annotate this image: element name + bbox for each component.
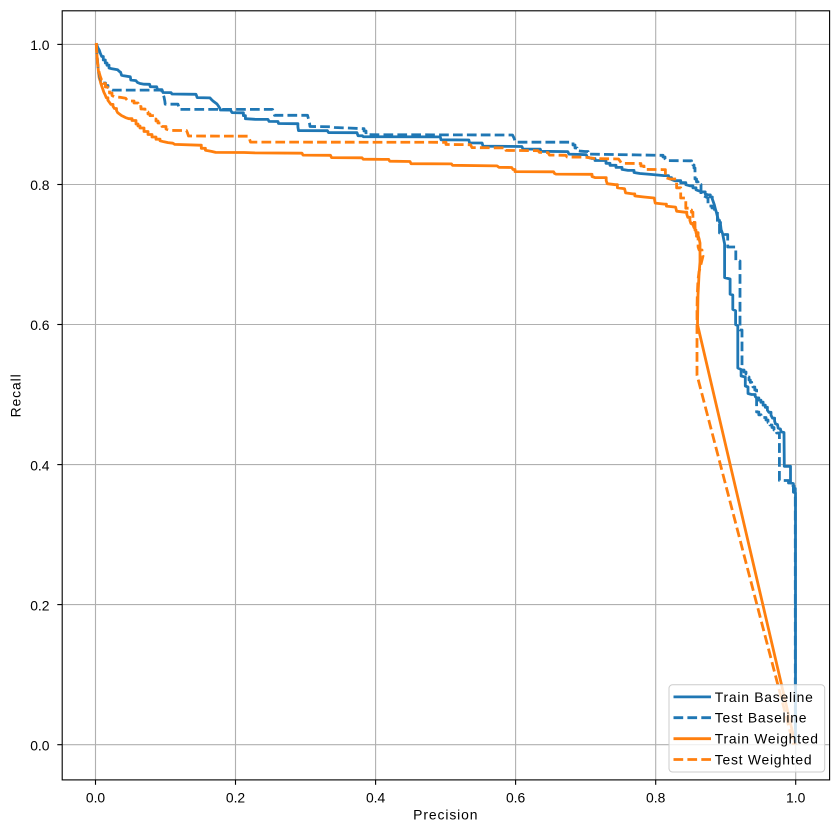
svg-text:Train Weighted: Train Weighted xyxy=(715,731,819,747)
svg-text:0.2: 0.2 xyxy=(30,597,50,613)
svg-text:1.0: 1.0 xyxy=(786,789,806,805)
svg-text:Recall: Recall xyxy=(8,373,24,417)
svg-text:Train Baseline: Train Baseline xyxy=(715,689,814,705)
svg-text:0.0: 0.0 xyxy=(30,737,50,753)
svg-text:0.6: 0.6 xyxy=(30,317,50,333)
svg-text:Test Baseline: Test Baseline xyxy=(715,710,807,726)
svg-text:0.4: 0.4 xyxy=(366,789,386,805)
svg-text:Precision: Precision xyxy=(413,807,478,823)
svg-text:0.6: 0.6 xyxy=(506,789,526,805)
svg-text:0.2: 0.2 xyxy=(226,789,246,805)
svg-text:0.8: 0.8 xyxy=(646,789,666,805)
svg-text:0.8: 0.8 xyxy=(30,177,50,193)
svg-text:0.0: 0.0 xyxy=(86,789,106,805)
svg-text:0.4: 0.4 xyxy=(30,457,50,473)
svg-text:Test Weighted: Test Weighted xyxy=(715,751,813,767)
svg-text:1.0: 1.0 xyxy=(30,37,50,53)
